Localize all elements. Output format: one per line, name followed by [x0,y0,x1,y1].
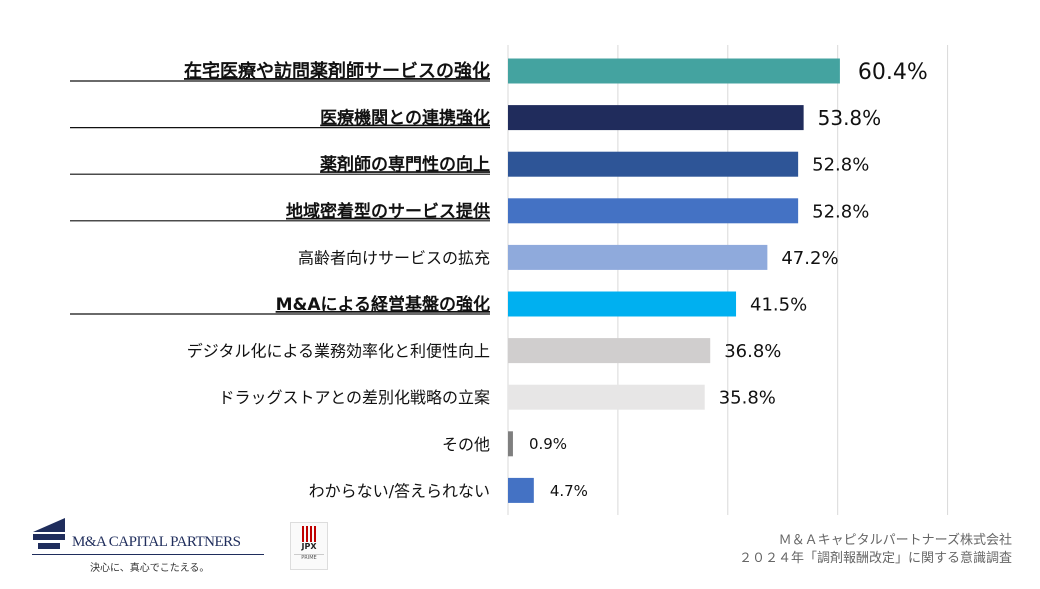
company-logo: M&A CAPITAL PARTNERS 決心に、真心でこたえる。 [30,518,270,578]
value-label: 4.7% [550,482,588,500]
category-label: 薬剤師の専門性の向上 [320,154,490,175]
source-line-1: Ｍ＆Ａキャピタルパートナーズ株式会社 [778,533,1012,548]
bar [508,291,737,317]
source-line-2: ２０２４年「調剤報酬改定」に関する意識調査 [738,551,1012,566]
value-label: 47.2% [781,248,838,269]
bar [508,244,768,270]
bar [508,338,711,364]
logo-mark-bar [38,543,60,549]
logo-name: M&A CAPITAL PARTNERS [72,534,241,550]
bar [508,431,513,457]
bar [508,58,840,84]
jpx-sub: PRIME [294,554,324,561]
logo-tagline: 決心に、真心でこたえる。 [90,563,210,574]
category-label: 地域密着型のサービス提供 [286,201,490,222]
value-label: 52.8% [812,155,869,176]
bar [508,105,804,131]
value-label: 0.9% [529,435,567,453]
value-label: 35.8% [719,388,776,409]
category-label: その他 [442,435,490,454]
category-label: M&Aによる経営基盤の強化 [276,294,490,315]
category-label: わからない/答えられない [309,481,490,500]
logo-divider [32,554,264,555]
bar [508,384,705,410]
value-label: 53.8% [818,106,882,130]
category-label: 在宅医療や訪問薬剤師サービスの強化 [184,60,490,82]
value-label: 41.5% [750,294,807,315]
category-label: 医療機関との連携強化 [320,108,490,129]
category-label: ドラッグストアとの差別化戦略の立案 [218,388,490,407]
logo-mark [33,518,65,532]
bar [508,151,799,177]
category-label: 高齢者向けサービスの拡充 [298,248,490,267]
category-label: デジタル化による業務効率化と利便性向上 [187,342,490,361]
jpx-mark-icon [302,526,316,542]
jpx-prime-logo: JPX PRIME [290,522,328,570]
source-note: Ｍ＆Ａキャピタルパートナーズ株式会社 ２０２４年「調剤報酬改定」に関する意識調査 [739,532,1012,568]
jpx-label: JPX [301,542,317,551]
value-label: 36.8% [724,341,781,362]
bar [508,477,534,503]
bar [508,198,799,224]
value-label: 52.8% [812,201,869,222]
value-label: 60.4% [858,60,928,85]
logo-mark-bar [33,534,65,540]
